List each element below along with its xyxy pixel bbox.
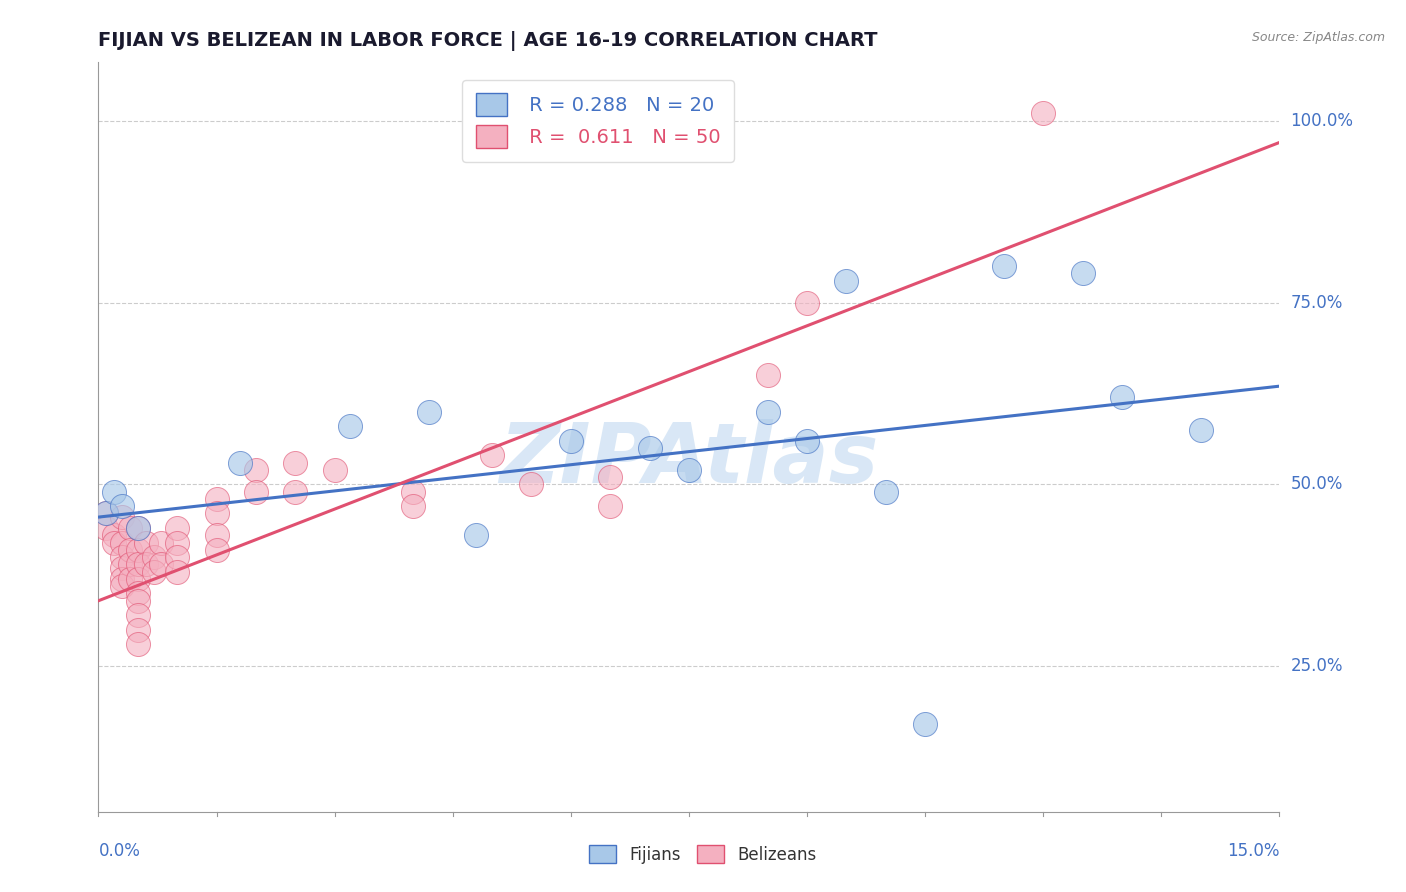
Point — [111, 510, 134, 524]
Point — [245, 484, 267, 499]
Point — [465, 528, 488, 542]
Point — [418, 404, 440, 418]
Point — [127, 572, 149, 586]
Point — [678, 463, 700, 477]
Point — [1071, 267, 1094, 281]
Text: ZIPAtlas: ZIPAtlas — [499, 419, 879, 500]
Point — [796, 295, 818, 310]
Point — [599, 470, 621, 484]
Point — [111, 579, 134, 593]
Point — [835, 274, 858, 288]
Point — [1032, 106, 1054, 120]
Point — [914, 717, 936, 731]
Point — [127, 586, 149, 600]
Point — [111, 550, 134, 565]
Point — [323, 463, 346, 477]
Point — [150, 535, 173, 549]
Point — [205, 528, 228, 542]
Point — [402, 484, 425, 499]
Point — [103, 528, 125, 542]
Point — [96, 521, 118, 535]
Point — [127, 542, 149, 557]
Point — [96, 507, 118, 521]
Point — [205, 542, 228, 557]
Point — [284, 484, 307, 499]
Point — [599, 499, 621, 513]
Text: Source: ZipAtlas.com: Source: ZipAtlas.com — [1251, 31, 1385, 45]
Point — [118, 542, 141, 557]
Text: FIJIAN VS BELIZEAN IN LABOR FORCE | AGE 16-19 CORRELATION CHART: FIJIAN VS BELIZEAN IN LABOR FORCE | AGE … — [98, 31, 877, 51]
Point — [118, 572, 141, 586]
Point — [993, 259, 1015, 273]
Point — [756, 404, 779, 418]
Point — [142, 565, 165, 579]
Point — [142, 550, 165, 565]
Point — [96, 507, 118, 521]
Point — [135, 535, 157, 549]
Point — [127, 521, 149, 535]
Text: 15.0%: 15.0% — [1227, 842, 1279, 860]
Point — [103, 535, 125, 549]
Point — [339, 419, 361, 434]
Point — [166, 565, 188, 579]
Point — [166, 521, 188, 535]
Point — [166, 550, 188, 565]
Point — [1111, 390, 1133, 404]
Point — [1189, 423, 1212, 437]
Point — [118, 521, 141, 535]
Point — [127, 623, 149, 637]
Point — [402, 499, 425, 513]
Text: 100.0%: 100.0% — [1291, 112, 1354, 129]
Text: 25.0%: 25.0% — [1291, 657, 1343, 675]
Point — [111, 572, 134, 586]
Point — [756, 368, 779, 383]
Point — [560, 434, 582, 448]
Point — [284, 456, 307, 470]
Point — [520, 477, 543, 491]
Point — [103, 484, 125, 499]
Legend: Fijians, Belizeans: Fijians, Belizeans — [582, 838, 824, 871]
Point — [111, 499, 134, 513]
Text: 50.0%: 50.0% — [1291, 475, 1343, 493]
Point — [127, 608, 149, 623]
Point — [481, 448, 503, 462]
Point — [245, 463, 267, 477]
Point — [135, 558, 157, 572]
Point — [111, 535, 134, 549]
Point — [118, 558, 141, 572]
Point — [229, 456, 252, 470]
Text: 75.0%: 75.0% — [1291, 293, 1343, 311]
Point — [796, 434, 818, 448]
Text: 0.0%: 0.0% — [98, 842, 141, 860]
Point — [127, 521, 149, 535]
Legend:  R = 0.288   N = 20,  R =  0.611   N = 50: R = 0.288 N = 20, R = 0.611 N = 50 — [463, 79, 734, 161]
Point — [166, 535, 188, 549]
Point — [127, 558, 149, 572]
Point — [127, 637, 149, 651]
Point — [150, 558, 173, 572]
Point — [638, 441, 661, 455]
Point — [875, 484, 897, 499]
Point — [205, 507, 228, 521]
Point — [111, 561, 134, 575]
Point — [205, 491, 228, 506]
Point — [127, 593, 149, 607]
